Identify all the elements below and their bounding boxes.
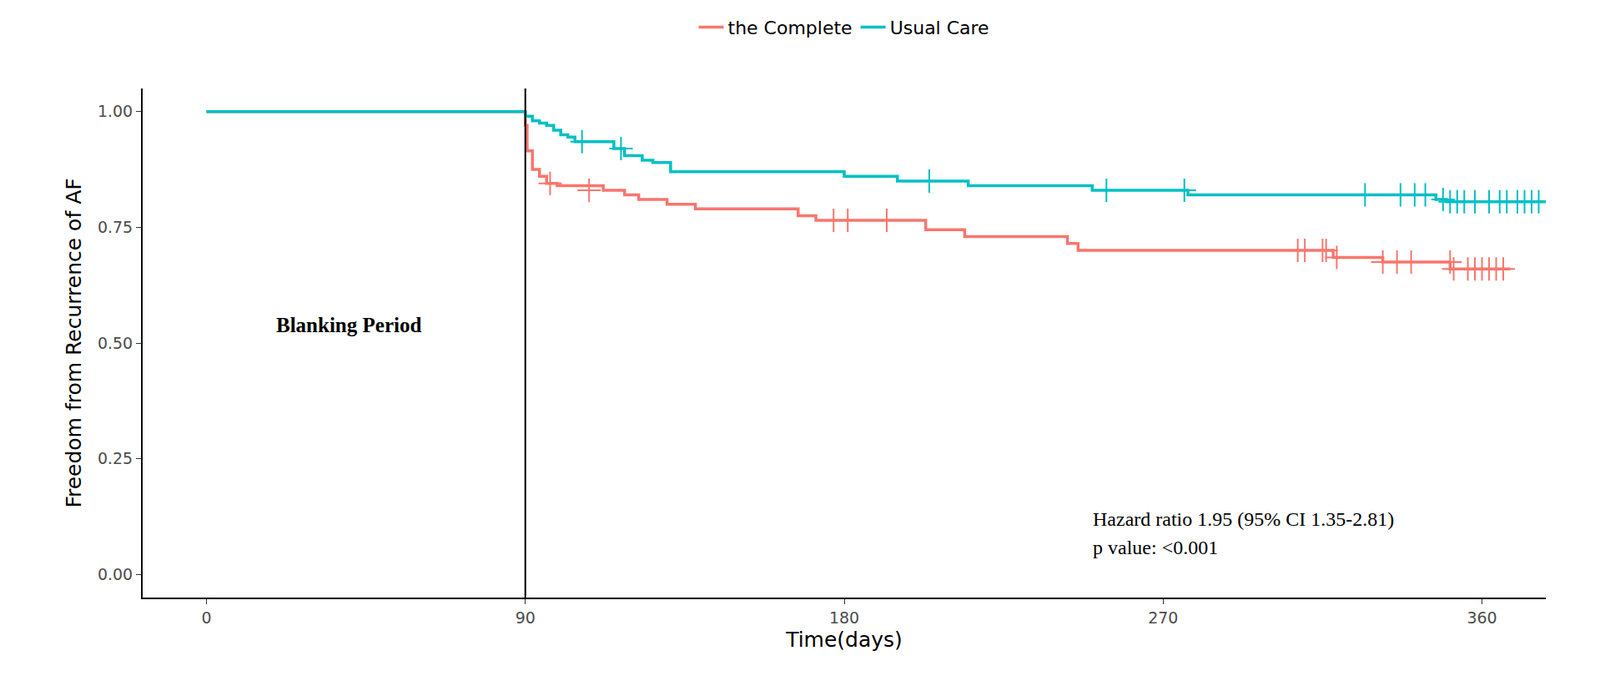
- svg-text:0.50: 0.50: [97, 333, 133, 353]
- svg-text:Blanking Period: Blanking Period: [276, 313, 422, 337]
- svg-text:360: 360: [1466, 608, 1497, 627]
- svg-text:90: 90: [515, 608, 536, 627]
- svg-text:0.00: 0.00: [97, 564, 133, 584]
- svg-text:0.25: 0.25: [97, 448, 133, 468]
- svg-text:the Complete: the Complete: [728, 17, 853, 39]
- svg-text:0.75: 0.75: [97, 217, 133, 237]
- svg-text:Hazard ratio 1.95 (95% CI 1.35: Hazard ratio 1.95 (95% CI 1.35-2.81): [1092, 508, 1394, 530]
- svg-text:p value: <0.001: p value: <0.001: [1092, 536, 1218, 559]
- svg-text:Freedom from Recurrence of AF: Freedom from Recurrence of AF: [61, 177, 86, 508]
- svg-text:270: 270: [1147, 608, 1178, 627]
- svg-text:Time(days): Time(days): [784, 627, 903, 652]
- svg-text:0: 0: [201, 608, 212, 627]
- svg-text:180: 180: [829, 608, 860, 627]
- svg-text:Usual Care: Usual Care: [890, 17, 990, 39]
- svg-text:1.00: 1.00: [97, 101, 133, 121]
